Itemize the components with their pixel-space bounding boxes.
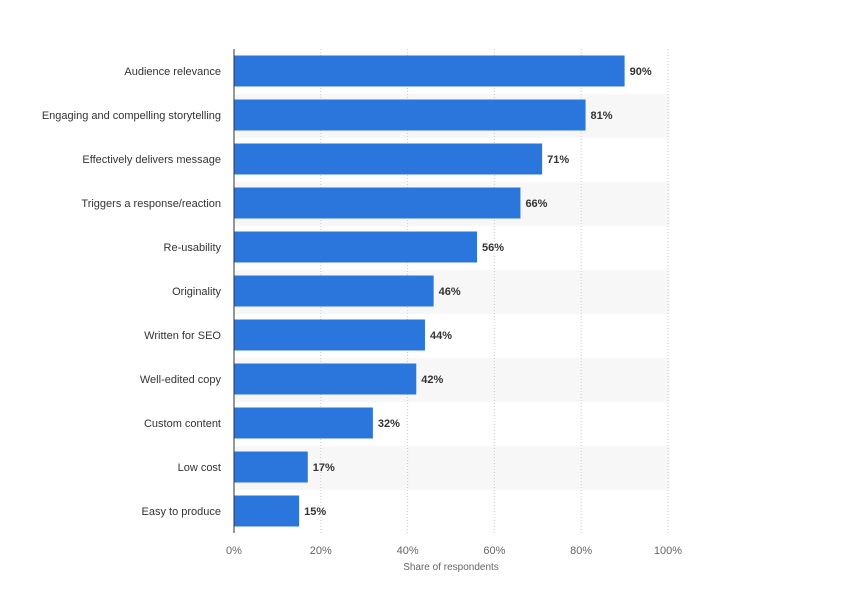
value-label: 90% [630,66,652,78]
x-tick-label: 60% [483,545,505,557]
value-label: 15% [304,506,326,518]
bar [234,55,625,87]
value-labels: 90% 81% 71% 66% 56% 46% 44% 42% 32% 17% 15% [304,66,652,518]
bars [234,55,625,527]
bar [234,99,586,131]
x-axis-title: Share of respondents [403,562,499,573]
value-label: 17% [313,462,335,474]
bar [234,407,373,439]
category-label: Audience relevance [124,66,221,78]
value-label: 81% [591,110,613,122]
value-label: 66% [525,198,547,210]
category-label: Well-edited copy [140,374,222,386]
bar [234,363,417,395]
category-label: Triggers a response/reaction [81,198,221,210]
value-label: 56% [482,242,504,254]
value-label: 32% [378,418,400,430]
x-tick-labels: 0% 20% 40% 60% 80% 100% [226,545,682,557]
category-label: Written for SEO [144,330,221,342]
bar [234,319,425,351]
bar [234,495,300,527]
value-label: 46% [439,286,461,298]
value-label: 44% [430,330,452,342]
category-labels: Audience relevance Engaging and compellin… [42,66,222,518]
category-label: Effectively delivers message [82,154,221,166]
category-label: Engaging and compelling storytelling [42,110,221,122]
category-label: Low cost [178,462,221,474]
x-tick-label: 20% [310,545,332,557]
value-label: 42% [421,374,443,386]
bar [234,187,521,219]
category-label: Re-usability [164,242,222,254]
category-label: Easy to produce [142,506,222,518]
category-label: Originality [172,286,221,298]
x-tick-label: 100% [654,545,682,557]
x-tick-label: 80% [570,545,592,557]
x-tick-label: 40% [397,545,419,557]
value-label: 71% [547,154,569,166]
bar [234,231,478,263]
x-tick-label: 0% [226,545,242,557]
bar [234,275,434,307]
category-label: Custom content [144,418,221,430]
bar [234,451,308,483]
bar [234,143,543,175]
